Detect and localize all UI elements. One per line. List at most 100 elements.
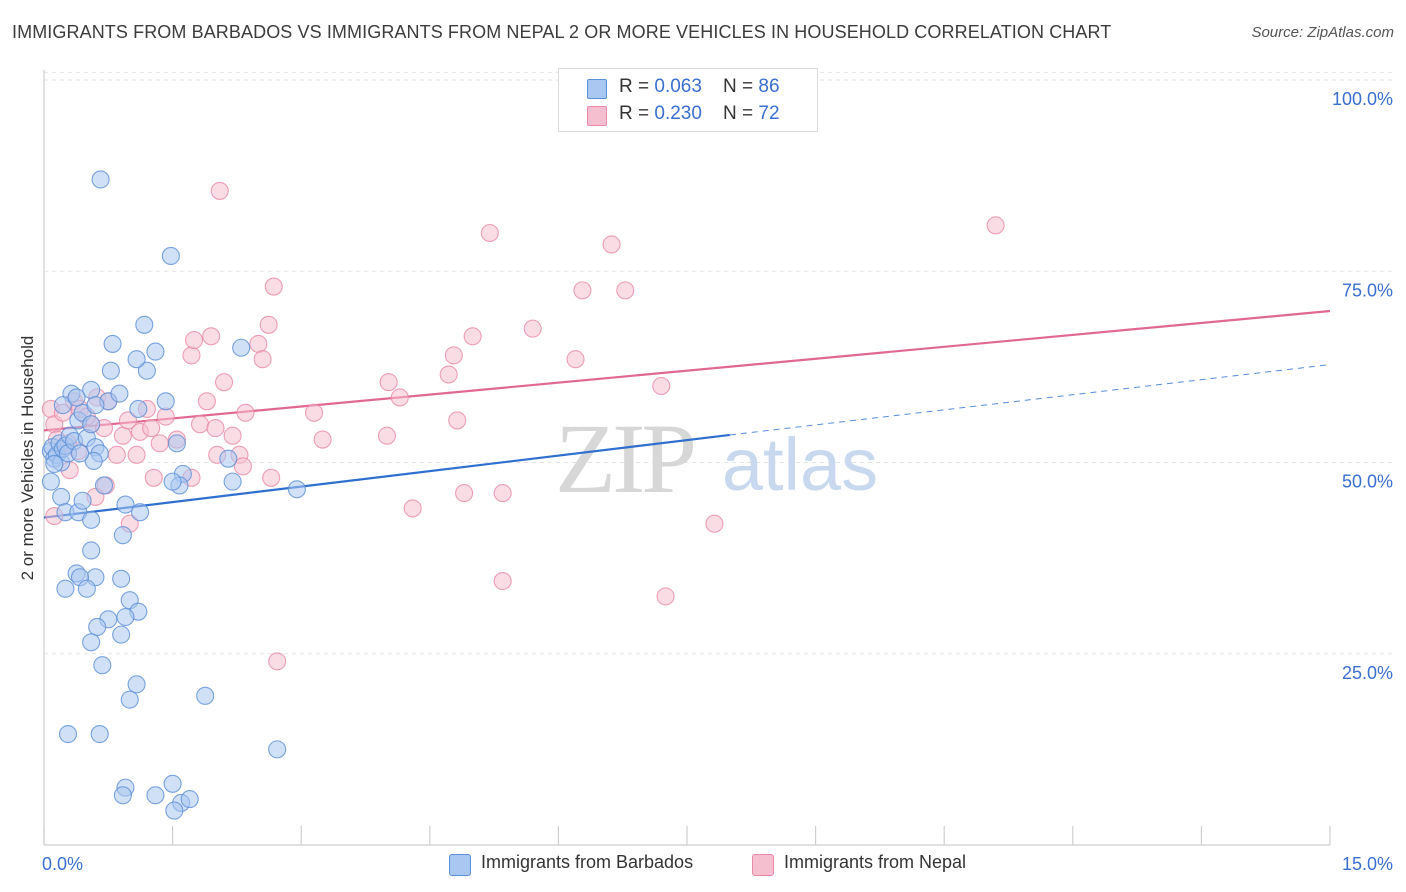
barbados-point: [70, 444, 90, 463]
nepal-point: [448, 411, 467, 430]
barbados-point: [196, 686, 215, 705]
barbados-point: [94, 476, 114, 495]
watermark-zip: ZIP: [555, 403, 693, 514]
nepal-point: [182, 346, 201, 365]
nepal-point: [262, 468, 281, 487]
barbados-point: [268, 740, 287, 759]
nepal-point: [705, 514, 724, 533]
nepal-point: [236, 403, 255, 422]
y-tick-label: 25.0%: [1342, 663, 1393, 683]
barbados-point: [90, 725, 109, 744]
nepal-point: [455, 484, 474, 503]
barbados-point: [135, 315, 154, 334]
barbados-point: [146, 786, 165, 805]
nepal-point: [463, 327, 482, 346]
axes: [43, 70, 1331, 846]
nepal-point: [259, 315, 278, 334]
r-label: R =: [619, 103, 655, 124]
nepal-point: [493, 484, 512, 503]
n-label: N =: [723, 76, 759, 97]
barbados-point: [129, 399, 148, 419]
barbados-point: [86, 396, 105, 415]
nepal-point: [150, 434, 169, 453]
barbados-legend-swatch: [449, 854, 471, 876]
nepal-point: [377, 426, 396, 445]
barbados-n-value: 86: [758, 76, 780, 97]
barbados-point: [41, 472, 60, 491]
barbados-point: [84, 451, 103, 471]
barbados-point: [113, 526, 132, 545]
nepal-point: [184, 331, 204, 350]
nepal-point: [210, 181, 229, 200]
barbados-swatch: [587, 79, 607, 99]
barbados-point: [127, 350, 146, 369]
nepal-point: [214, 373, 234, 392]
nepal-point: [107, 445, 126, 464]
barbados-point: [101, 361, 120, 380]
grid-lines: [44, 71, 1392, 655]
barbados-point: [120, 690, 139, 709]
nepal-point: [602, 235, 621, 254]
nepal-point: [313, 430, 332, 449]
watermark: ZIP atlas: [555, 403, 878, 514]
barbados-point: [223, 472, 242, 491]
barbados-point: [112, 569, 131, 588]
barbados-point: [287, 480, 306, 499]
barbados-point: [77, 579, 96, 598]
barbados-point: [52, 487, 71, 506]
nepal-point: [268, 652, 287, 671]
barbados-trendline-extension: [729, 364, 1331, 436]
nepal-point: [439, 365, 458, 384]
y-tick-label: 50.0%: [1342, 472, 1393, 492]
barbados-point: [116, 495, 135, 514]
barbados-point: [232, 338, 251, 357]
nepal-point: [144, 468, 163, 487]
barbados-point: [116, 607, 135, 627]
nepal-point: [403, 499, 422, 518]
nepal-point: [379, 373, 398, 392]
y-axis-label: 2 or more Vehicles in Household: [18, 335, 37, 581]
barbados-point: [82, 380, 101, 399]
barbados-point: [88, 617, 107, 637]
barbados-point: [180, 790, 199, 809]
barbados-point: [82, 510, 101, 529]
barbados-trendline: [43, 433, 730, 519]
data-points: [41, 97, 1005, 820]
barbados-point: [163, 472, 182, 491]
correlation-legend: R = 0.063 N = 86 R = 0.230 N = 72: [558, 68, 818, 132]
barbados-point: [82, 415, 101, 434]
barbados-point: [56, 579, 75, 598]
nepal-point: [156, 407, 175, 426]
source-credit: Source: ZipAtlas.com: [1251, 24, 1394, 41]
nepal-point: [573, 281, 592, 300]
nepal-point: [652, 376, 671, 396]
nepal-point: [390, 388, 409, 407]
barbados-point: [137, 361, 156, 380]
nepal-point: [233, 457, 252, 476]
watermark-atlas: atlas: [722, 423, 878, 506]
nepal-point: [113, 426, 132, 445]
nepal-point: [986, 216, 1005, 235]
trend-lines: [43, 309, 1331, 519]
barbados-point: [82, 633, 101, 652]
barbados-r-value: 0.063: [654, 76, 702, 97]
nepal-point: [142, 419, 161, 438]
nepal-point: [656, 587, 675, 606]
nepal-legend-label: Immigrants from Nepal: [784, 852, 967, 872]
nepal-point: [616, 281, 635, 300]
barbados-point: [167, 434, 186, 453]
nepal-trendline: [43, 309, 1331, 432]
nepal-point: [264, 277, 283, 296]
barbados-point: [165, 801, 184, 820]
barbados-point: [91, 170, 110, 189]
nepal-point: [523, 319, 542, 338]
x-tick-label: 15.0%: [1342, 854, 1393, 874]
barbados-point: [53, 396, 72, 415]
r-label: R =: [619, 76, 655, 97]
barbados-point: [113, 786, 132, 805]
nepal-point: [305, 403, 324, 422]
tick-labels: 25.0% 50.0% 75.0% 100.0% 0.0% 15.0%: [42, 89, 1393, 874]
barbados-legend-label: Immigrants from Barbados: [481, 852, 694, 872]
nepal-point: [190, 415, 210, 434]
